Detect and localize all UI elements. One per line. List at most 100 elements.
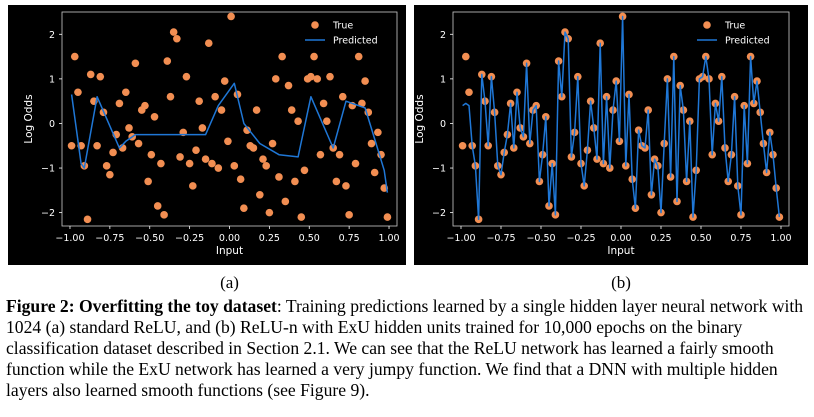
true-point: [134, 139, 143, 148]
true-point: [204, 39, 213, 48]
true-point: [252, 106, 261, 114]
legend-true-label: True: [332, 21, 353, 32]
true-point: [338, 92, 347, 101]
true-point: [106, 170, 114, 179]
panel-label: (b): [611, 273, 631, 292]
true-point: [160, 211, 168, 219]
true-point: [374, 128, 382, 137]
true-point: [74, 88, 82, 97]
true-point: [249, 144, 258, 152]
true-point: [313, 75, 322, 83]
true-point: [345, 211, 353, 219]
caption-title: Overfitting the toy dataset: [78, 296, 277, 316]
x-tick-label: −1.00: [55, 233, 84, 244]
true-point: [109, 148, 117, 157]
true-point: [86, 70, 95, 79]
y-tick-label: 2: [440, 30, 446, 41]
x-tick-label: 0.25: [650, 233, 671, 244]
y-tick-label: −2: [432, 208, 446, 219]
true-point: [208, 159, 216, 168]
chart-panel-1: −1.00 −0.75 −0.50 −0.25 0.00 0.25 0.50 0.75 1.00…: [8, 5, 406, 292]
true-point: [358, 99, 366, 108]
true-point: [300, 166, 309, 175]
x-tick-label: 0.50: [690, 233, 711, 244]
true-point: [240, 204, 248, 212]
true-point: [195, 97, 203, 105]
true-point: [217, 106, 226, 114]
true-point: [201, 155, 210, 163]
true-point: [131, 59, 140, 68]
true-point: [93, 141, 101, 150]
x-tick-label: −1.00: [446, 233, 475, 244]
x-tick-label: 0.75: [339, 233, 360, 244]
true-point: [227, 12, 235, 21]
true-point: [319, 99, 328, 108]
true-point: [163, 57, 172, 65]
chart-legend: True Predicted: [305, 21, 378, 47]
true-point: [141, 101, 149, 110]
true-point: [157, 159, 165, 168]
true-point: [166, 92, 175, 101]
true-point: [115, 99, 124, 108]
y-tick-label: 0: [440, 119, 446, 130]
x-tick-label: −0.25: [175, 233, 204, 244]
predicted-line: [462, 15, 781, 221]
true-point: [189, 182, 197, 190]
y-tick-label: 2: [49, 30, 55, 41]
figure-caption: Figure 2: Overfitting the toy dataset: T…: [6, 296, 810, 401]
true-point: [153, 202, 162, 210]
true-point: [297, 213, 306, 221]
x-tick-label: 0.75: [730, 233, 751, 244]
y-tick-label: 1: [49, 74, 55, 85]
true-point: [220, 77, 229, 85]
y-tick-label: −1: [41, 164, 55, 175]
predicted-line: [70, 82, 389, 193]
true-point: [332, 177, 341, 186]
true-point: [335, 150, 344, 159]
true-point: [294, 117, 302, 126]
legend-predicted-label: Predicted: [333, 36, 378, 47]
true-point: [326, 72, 334, 81]
true-point: [465, 88, 473, 97]
true-point: [224, 137, 232, 146]
true-point: [214, 164, 223, 172]
legend-true-label: True: [724, 21, 745, 32]
true-point: [144, 177, 152, 186]
x-axis-label: Input: [607, 245, 634, 257]
true-point: [150, 112, 159, 121]
true-point: [243, 126, 251, 134]
x-tick-label: 1.00: [378, 233, 399, 244]
x-tick-label: 0.00: [219, 233, 240, 244]
legend-true-marker: [703, 21, 711, 29]
true-point: [284, 81, 293, 90]
x-tick-label: −0.25: [566, 233, 595, 244]
true-point: [102, 162, 111, 170]
true-point: [256, 190, 264, 199]
y-axis-label: Log Odds: [23, 94, 35, 143]
true-point: [259, 155, 267, 163]
y-axis-label: Log Odds: [414, 94, 426, 143]
true-point: [268, 139, 277, 148]
x-tick-label: −0.75: [486, 233, 515, 244]
x-tick-label: 0.50: [299, 233, 320, 244]
true-point: [211, 92, 219, 101]
true-point: [122, 88, 130, 97]
x-tick-label: 0.00: [610, 233, 631, 244]
charts-svg: −1.00 −0.75 −0.50 −0.25 0.00 0.25 0.50 0.75 1.00…: [8, 5, 808, 292]
true-point: [192, 146, 200, 155]
true-point: [96, 72, 105, 81]
true-point: [307, 72, 315, 81]
true-point: [182, 72, 191, 81]
x-axis-label: Input: [216, 245, 243, 257]
legend-true-marker: [311, 21, 319, 29]
x-tick-label: −0.50: [135, 233, 164, 244]
x-tick-label: −0.50: [526, 233, 555, 244]
true-point: [310, 52, 318, 61]
caption-text: : Training predictions learned by a sing…: [6, 296, 804, 400]
true-point: [265, 208, 274, 217]
true-point: [351, 159, 360, 168]
true-point: [236, 175, 245, 183]
true-point: [275, 173, 283, 181]
true-point: [70, 52, 79, 61]
